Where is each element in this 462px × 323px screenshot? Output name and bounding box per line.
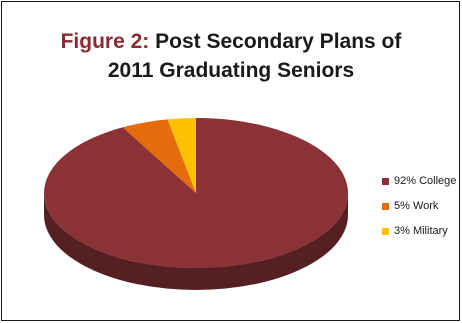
legend-item-college: 92% College — [382, 174, 456, 188]
legend-item-military: 3% Military — [382, 224, 456, 238]
legend-label-work: 5% Work — [394, 200, 439, 212]
pie-slice-work — [122, 119, 196, 193]
pie-slice-college — [43, 118, 349, 268]
legend-swatch-military — [382, 227, 389, 235]
pie-group — [43, 118, 349, 290]
legend-swatch-college — [382, 177, 389, 185]
title-text-line-1: Post Secondary Plans of — [149, 30, 402, 53]
legend-swatch-work — [382, 202, 389, 210]
chart-title-line-2: 2011 Graduating Seniors — [107, 59, 355, 82]
pie-slice-military — [167, 118, 196, 193]
legend: 92% College 5% Work 3% Military — [382, 174, 456, 249]
chart-title-line-1: Figure 2: Post Secondary Plans of — [0, 29, 462, 55]
pie-side-college — [44, 193, 348, 290]
legend-label-military: 3% Military — [394, 225, 448, 237]
legend-item-work: 5% Work — [382, 199, 456, 213]
legend-label-college: 92% College — [394, 175, 457, 187]
pie-side-walls — [44, 193, 348, 290]
figure-label: Figure 2: — [60, 30, 150, 53]
pie-top — [43, 118, 349, 268]
